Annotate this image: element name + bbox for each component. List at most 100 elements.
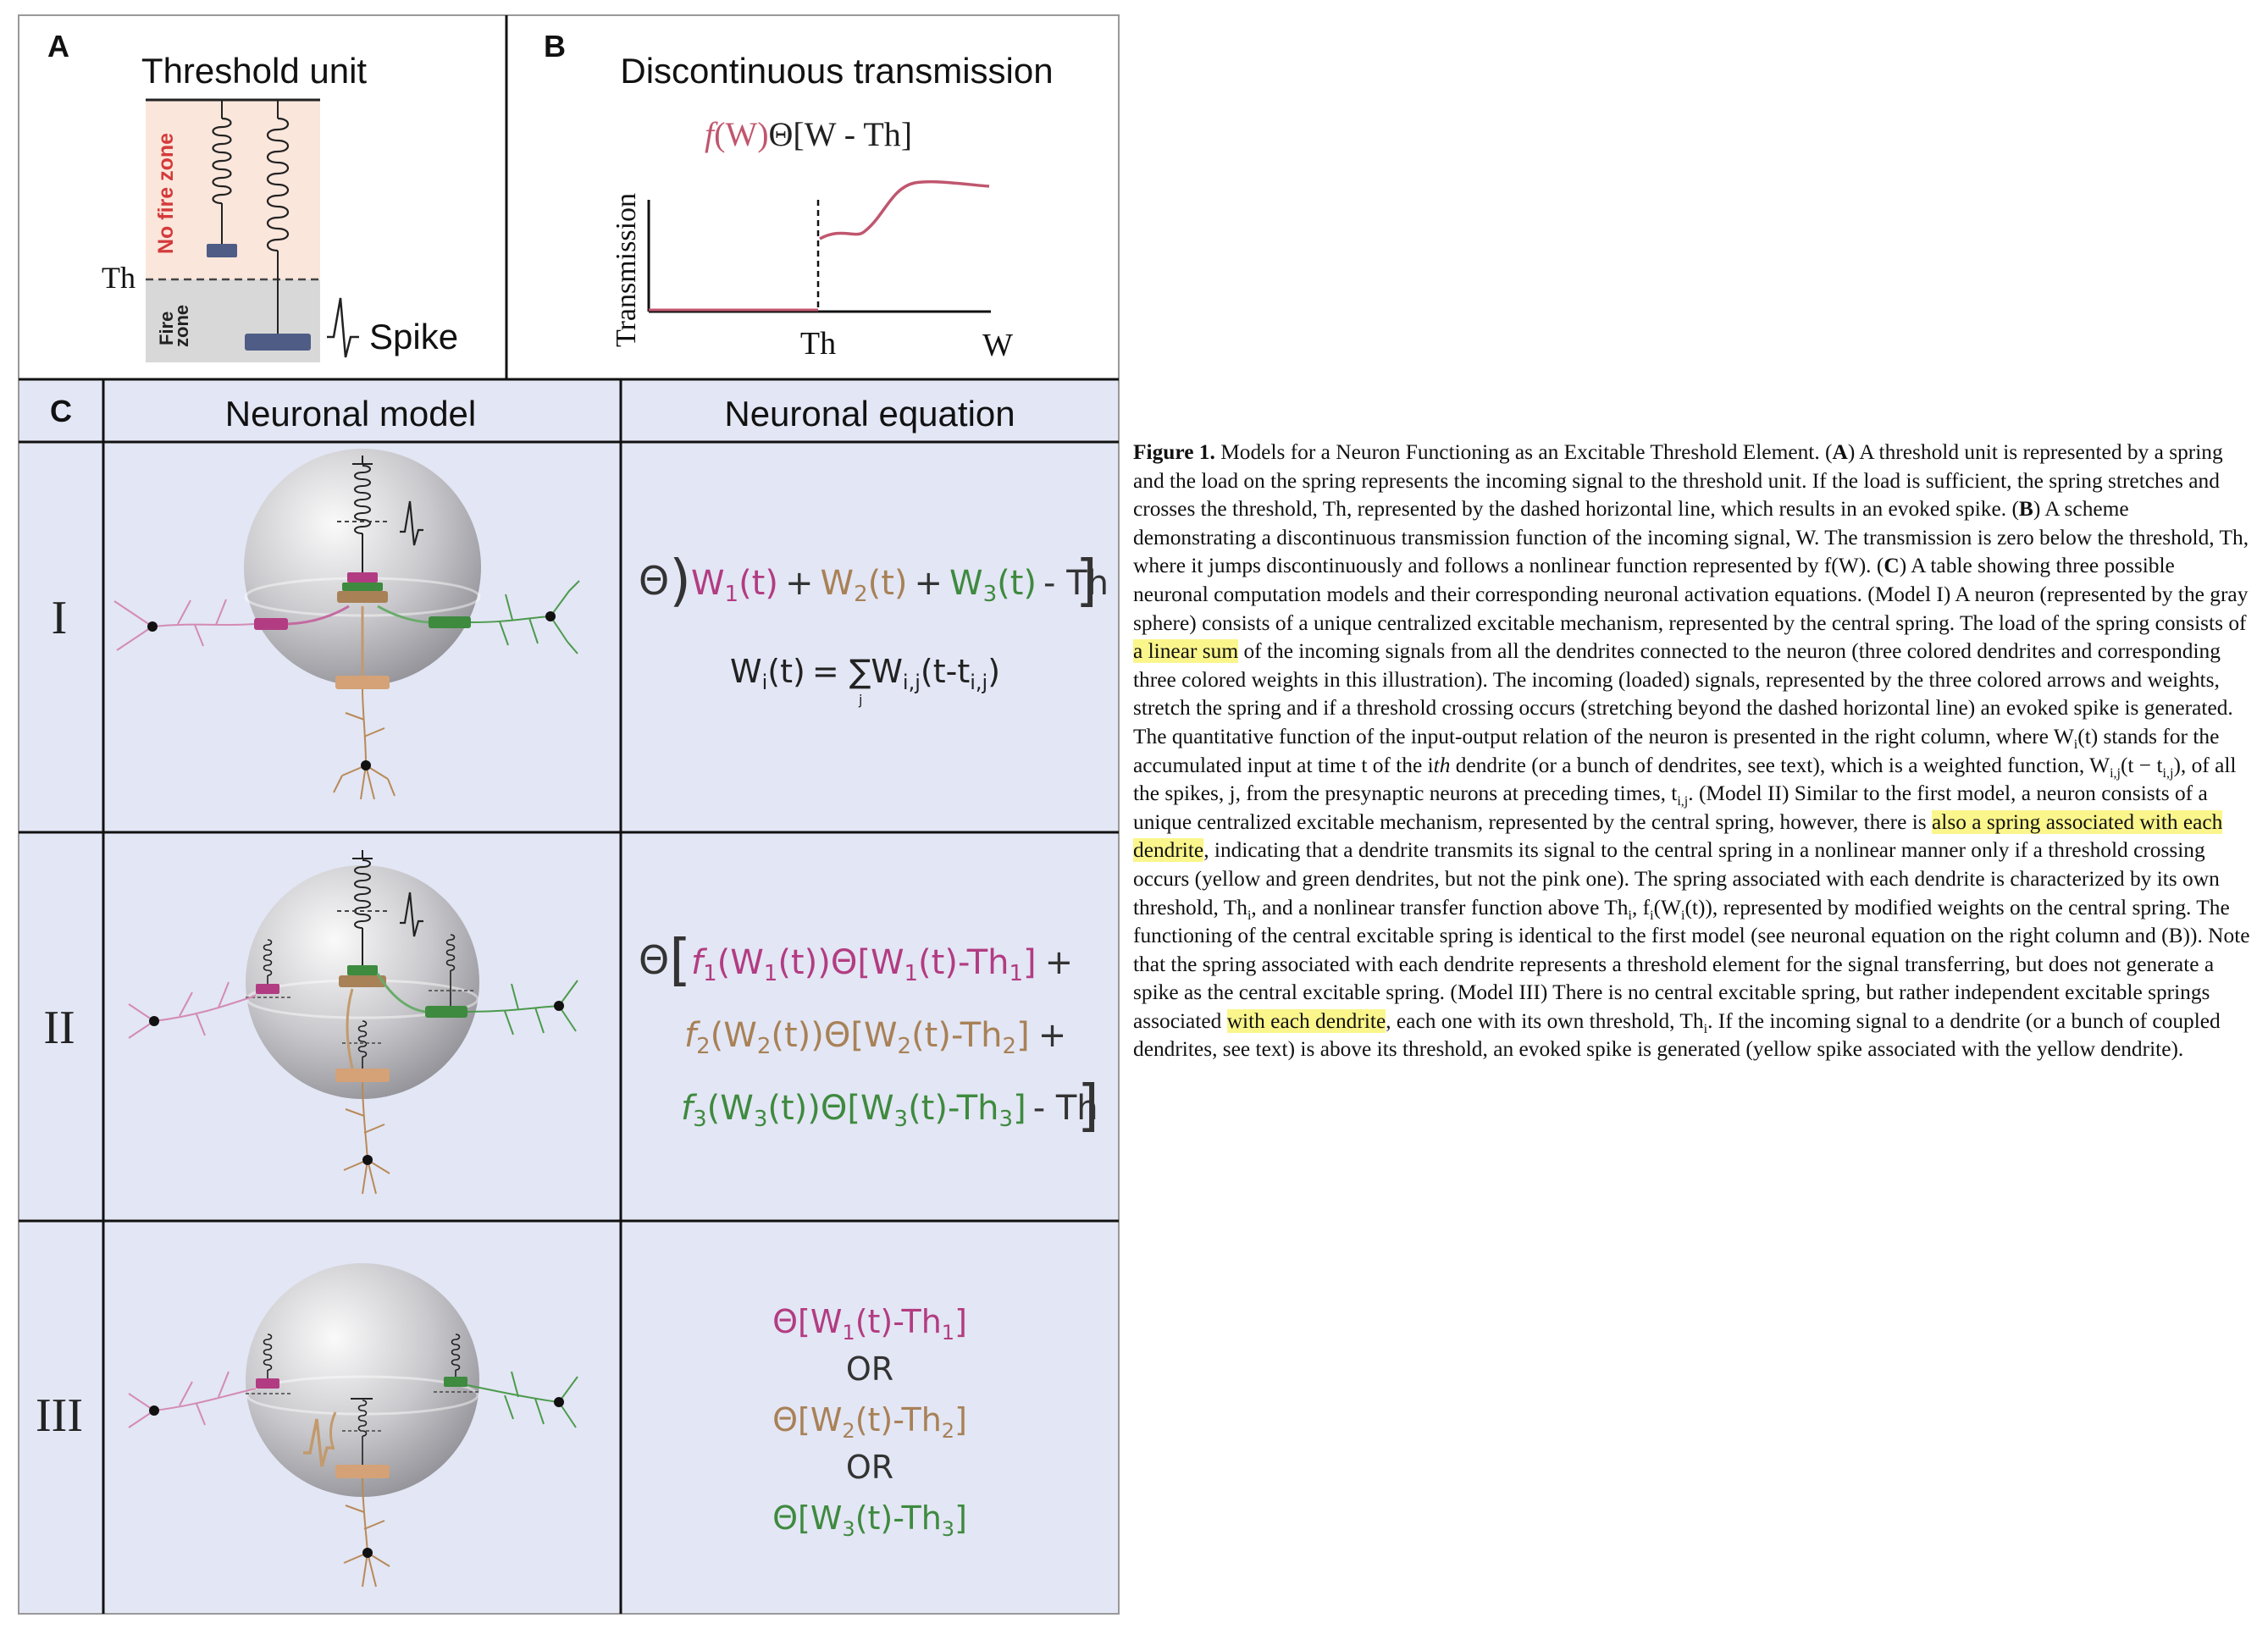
eq-iii-or-2: OR	[846, 1449, 893, 1486]
tan-arrow-iii	[329, 1411, 337, 1450]
caption-subscript: i,j	[2110, 765, 2121, 781]
caption-text: . If the incoming signal to a dendrite (…	[1133, 1008, 2221, 1062]
col-header-model: Neuronal model	[225, 394, 477, 433]
pink-arrow-i	[287, 605, 350, 626]
pink-dendrite-iii	[128, 1371, 257, 1428]
large-load	[245, 334, 311, 351]
panel-b-title: Discontinuous transmission	[620, 51, 1053, 91]
tan-dendrite-iii	[343, 1477, 390, 1588]
caption-text: (W	[1653, 895, 1681, 919]
tan-spike-icon-iii	[303, 1418, 334, 1467]
eq-ii-line1: Θ[f1(W1(t))Θ[W1(t)-Th1] +	[639, 927, 1073, 992]
panel-a: A Threshold unit No fire zone Fire zone …	[18, 14, 507, 380]
figure-1: A Threshold unit No fire zone Fire zone …	[0, 0, 1122, 1629]
panel-a-letter: A	[47, 29, 69, 64]
panel-b-letter: B	[544, 29, 566, 64]
short-spring	[212, 117, 232, 205]
caption-ref-a: A	[1832, 440, 1848, 464]
caption-subscript: i,j	[2162, 765, 2174, 781]
eq-i-sum-index: j	[858, 692, 862, 708]
model-i-illustration	[113, 449, 580, 800]
eq-i-line2: Wi(t) = ∑Wi,j(t-ti,j)	[730, 653, 1000, 694]
tan-weight-i	[335, 676, 390, 689]
green-dendrite-i	[470, 580, 580, 654]
caption-text: (t − t	[2120, 753, 2163, 777]
eq-iii-term1: Θ[W1(t)-Th1]	[772, 1303, 967, 1345]
caption-text: (t) stands for the accumulated input at …	[1133, 724, 2220, 777]
transmission-curve	[819, 179, 990, 240]
eq-i-close-bracket: ]	[1076, 548, 1098, 613]
caption-ref-c: C	[1884, 554, 1900, 578]
caption-text: of the incoming signals from all the den…	[1133, 639, 2233, 748]
green-dendrite-spring-iii	[434, 1334, 479, 1393]
spike-icon-ii	[400, 892, 423, 937]
th-label-b: Th	[800, 326, 836, 362]
col-header-equation: Neuronal equation	[724, 394, 1015, 433]
eq-iii-term3: Θ[W3(t)-Th3]	[772, 1499, 967, 1541]
caption-text: , indicating that a dendrite transmits i…	[1133, 838, 2220, 919]
caption-italic: th	[1433, 753, 1451, 777]
caption-ref-b: B	[2018, 497, 2033, 522]
panel-b-formula: f(W)Θ[W - Th]	[705, 115, 912, 153]
eq-iii-or-1: OR	[846, 1350, 893, 1388]
caption-text: . (Model II) Similar to the first model,…	[1133, 781, 2208, 834]
caption-subscript: i	[1703, 1021, 1708, 1036]
caption-text: Models for a Neuron Functioning as an Ex…	[1214, 440, 1833, 464]
caption-text: (t)), represented by modified weights on…	[1133, 895, 2250, 1033]
transmission-axis-label: Transmission	[611, 193, 642, 347]
fire-zone-label-2: zone	[171, 305, 192, 347]
fire-zone-label-1: Fire	[156, 312, 177, 345]
caption-text: , and a nonlinear transfer function abov…	[1251, 895, 1629, 919]
central-spring-ii	[354, 859, 371, 929]
model-iii-illustration	[128, 1263, 578, 1588]
caption-text: , each one with its own threshold, Th	[1386, 1008, 1704, 1033]
caption-subscript: i	[1681, 908, 1685, 923]
equation-iii: Θ[W1(t)-Th1] OR Θ[W2(t)-Th2] OR Θ[W3(t)-…	[772, 1303, 967, 1541]
caption-text: ), of all the spikes, j, from the presyn…	[1133, 753, 2237, 806]
caption-subscript: i	[1650, 908, 1654, 923]
spike-label: Spike	[369, 317, 458, 356]
neuron-sphere-iii	[246, 1263, 479, 1497]
equation-i: Θ)W1(t) + W2(t) + W3(t) - Th ] Wi(t) = ∑Wi,j(t…	[639, 548, 1109, 708]
eq-iii-term2: Θ[W2(t)-Th2]	[772, 1401, 967, 1443]
caption-subscript: i,j	[1677, 794, 1689, 809]
green-weight-i	[429, 616, 471, 628]
eq-ii-line3: f3(W3(t))Θ[W3(t)-Th3] - Th	[681, 1089, 1098, 1132]
panel-b: B Discontinuous transmission f(W)Θ[W - T…	[505, 14, 1120, 380]
caption-subscript: i	[1247, 908, 1252, 923]
row-label-iii: III	[36, 1389, 83, 1442]
green-arrow-i	[377, 605, 429, 624]
caption-text: ) A scheme demonstrating a discontinuous…	[1133, 497, 2249, 578]
panel-c-frame	[18, 378, 1120, 1615]
tan-dendrite-i	[333, 688, 396, 800]
th-label-a: Th	[102, 261, 136, 295]
panel-a-title: Threshold unit	[141, 51, 367, 91]
caption-subscript: i	[1628, 908, 1632, 923]
eq-ii-close-bracket: ]	[1077, 1073, 1099, 1138]
panel-c-letter: C	[50, 394, 72, 428]
no-fire-zone-label: No fire zone	[154, 133, 178, 254]
small-load	[207, 244, 237, 257]
spike-icon	[327, 297, 359, 358]
green-dendrite-spring-ii	[425, 934, 474, 1018]
pink-dendrite-i	[113, 599, 255, 651]
stacked-weights-i	[337, 591, 388, 603]
figure-caption: Figure 1. Models for a Neuron Functionin…	[1133, 439, 2253, 1064]
caption-text: , f	[1631, 895, 1651, 919]
pink-dendrite-spring-ii	[246, 939, 293, 998]
row-label-i: I	[52, 592, 68, 644]
caption-highlight: a linear sum	[1133, 639, 1239, 664]
spike-icon-i	[400, 500, 423, 546]
caption-subscript: i	[2073, 737, 2078, 753]
w-label-b: W	[982, 328, 1013, 363]
row-label-ii: II	[43, 1002, 75, 1054]
tan-arrow-ii	[346, 988, 354, 1069]
eq-i-line1: Θ)W1(t) + W2(t) + W3(t) - Th	[639, 548, 1109, 613]
pink-dendrite-spring-iii	[246, 1334, 293, 1394]
model-ii-illustration	[128, 850, 578, 1195]
panel-c: C Neuronal model Neuronal equation I II …	[18, 378, 1120, 1615]
caption-highlight: with each dendrite	[1226, 1008, 1386, 1033]
long-spring	[266, 117, 290, 252]
green-dendrite-iii	[467, 1371, 578, 1428]
pink-weight-i	[254, 618, 288, 630]
